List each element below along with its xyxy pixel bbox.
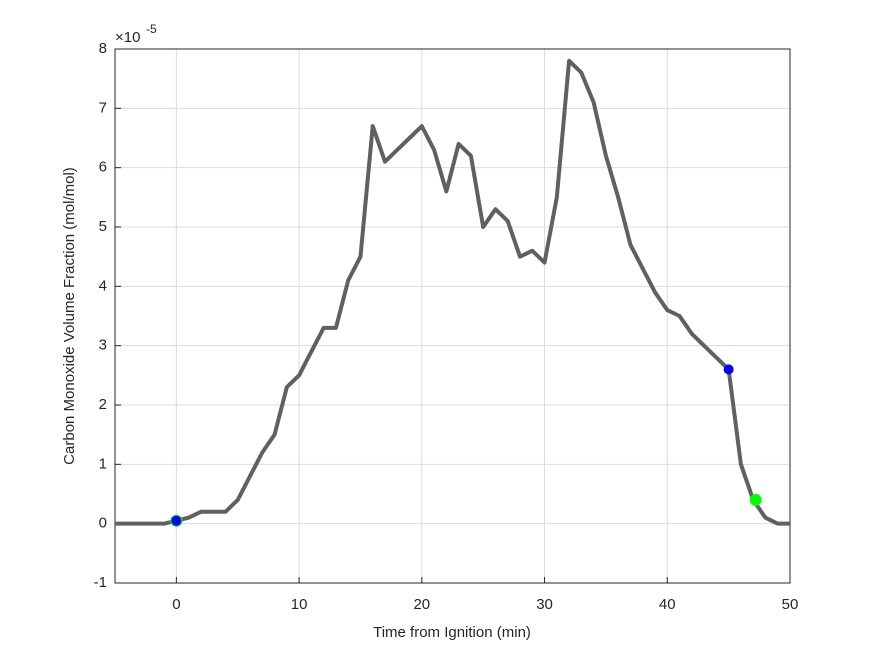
x-tick-label: 10 [291, 596, 308, 613]
y-tick-label: -1 [94, 574, 107, 591]
y-tick-label: 7 [99, 99, 107, 116]
y-tick-label: 6 [99, 159, 107, 176]
y-multiplier-base: ×10 [115, 29, 140, 46]
y-tick-label: 5 [99, 218, 107, 235]
y-tick-label: 3 [99, 337, 107, 354]
axes-box [114, 48, 791, 584]
y-multiplier-exponent: -5 [146, 22, 157, 36]
y-tick-label: 8 [99, 40, 107, 57]
y-tick-label: 2 [99, 396, 107, 413]
x-tick-label: 30 [536, 596, 553, 613]
y-tick-label: 4 [99, 277, 107, 294]
y-tick-label: 1 [99, 455, 107, 472]
event-marker [723, 364, 734, 375]
x-axis-label: Time from Ignition (min) [373, 624, 531, 641]
plot-area [115, 49, 790, 583]
event-marker [749, 493, 762, 506]
y-axis-label: Carbon Monoxide Volume Fraction (mol/mol… [61, 167, 78, 465]
x-tick-label: 0 [172, 596, 180, 613]
y-tick-label: 0 [99, 515, 107, 532]
event-marker [171, 515, 182, 526]
data-line [115, 58, 790, 526]
x-tick-label: 50 [782, 596, 799, 613]
x-tick-label: 20 [413, 596, 430, 613]
x-tick-label: 40 [659, 596, 676, 613]
